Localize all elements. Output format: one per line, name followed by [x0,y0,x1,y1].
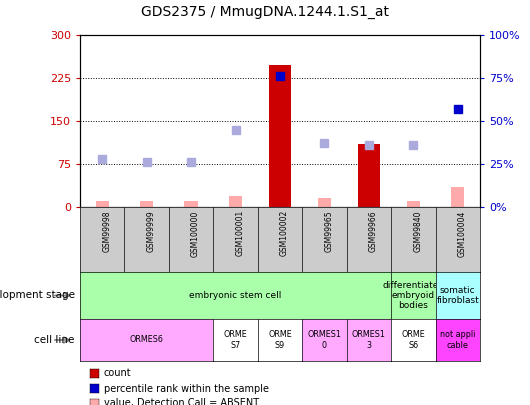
Bar [318,198,331,207]
Text: somatic
fibroblast: somatic fibroblast [436,286,479,305]
Bar [229,196,242,207]
Text: count: count [104,369,131,379]
Text: GSM99965: GSM99965 [324,210,333,252]
Text: not appli
cable: not appli cable [440,330,475,350]
Text: GSM99999: GSM99999 [147,210,156,252]
Text: GSM100001: GSM100001 [235,210,244,256]
Text: value, Detection Call = ABSENT: value, Detection Call = ABSENT [104,399,259,405]
Text: ORME
S6: ORME S6 [401,330,425,350]
Bar [184,201,198,207]
Text: GSM100002: GSM100002 [280,210,289,256]
Bar [358,144,380,207]
Text: GDS2375 / MmugDNA.1244.1.S1_at: GDS2375 / MmugDNA.1244.1.S1_at [141,5,389,19]
Text: cell line: cell line [34,335,75,345]
Bar [451,187,464,207]
Text: ORME
S7: ORME S7 [224,330,248,350]
Text: GSM100004: GSM100004 [458,210,467,257]
Text: ORMES6: ORMES6 [130,335,164,345]
Bar [140,201,153,207]
Text: embryonic stem cell: embryonic stem cell [189,291,282,300]
Bar [95,201,109,207]
Text: development stage: development stage [0,290,75,301]
Text: GSM99998: GSM99998 [102,210,111,252]
Text: ORMES1
0: ORMES1 0 [307,330,341,350]
Text: ORMES1
3: ORMES1 3 [352,330,386,350]
Text: ORME
S9: ORME S9 [268,330,292,350]
Text: GSM99966: GSM99966 [369,210,378,252]
Bar [407,201,420,207]
Text: GSM100000: GSM100000 [191,210,200,257]
Bar [269,65,291,207]
Text: differentiated
embryoid
bodies: differentiated embryoid bodies [382,281,444,310]
Text: GSM99840: GSM99840 [413,210,422,252]
Text: percentile rank within the sample: percentile rank within the sample [104,384,269,394]
